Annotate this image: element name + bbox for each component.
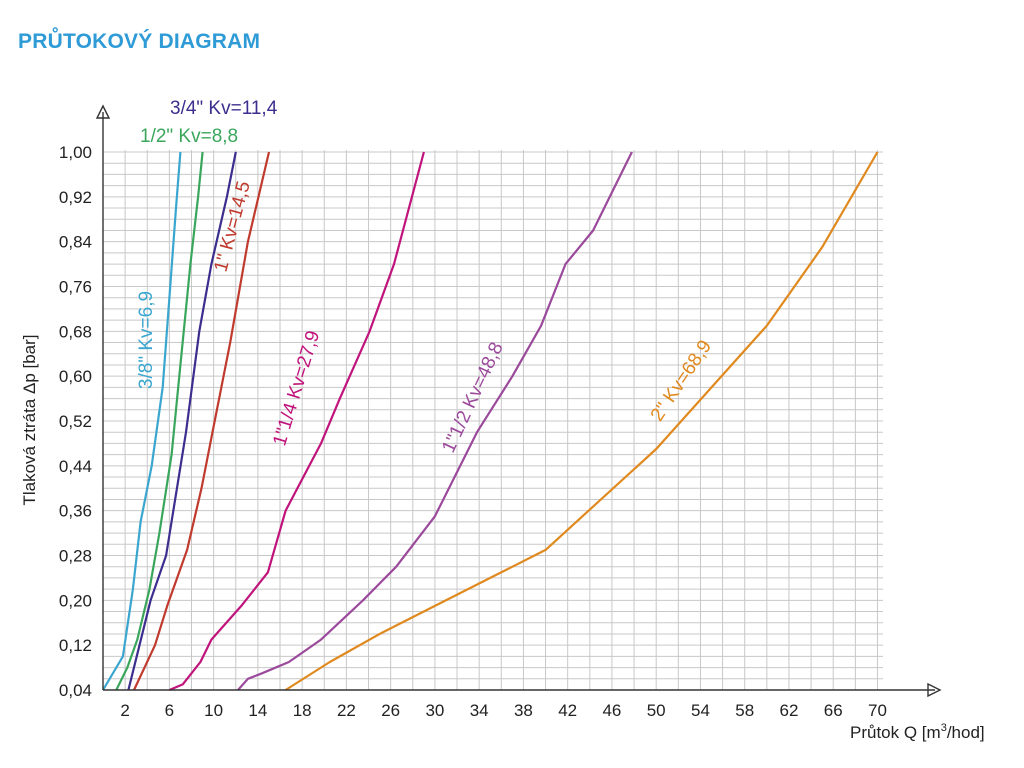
series-line [133,151,271,691]
y-tick-label: 0,92 [59,188,92,207]
x-tick-label: 30 [425,701,444,720]
x-tick-label: 34 [470,701,489,720]
y-tick-label: 0,68 [59,322,92,341]
x-tick-label: 54 [691,701,710,720]
series-label: 1/2" Kv=8,8 [140,126,238,147]
y-tick-label: 0,20 [59,591,92,610]
x-tick-label: 26 [381,701,400,720]
series-line [115,151,204,691]
x-tick-label: 14 [248,701,267,720]
y-tick-label: 0,60 [59,367,92,386]
y-tick-label: 0,44 [59,457,92,476]
series-line [168,151,425,692]
x-tick-label: 66 [824,701,843,720]
x-tick-label: 62 [779,701,798,720]
y-tick-label: 0,12 [59,636,92,655]
x-axis-label: Průtok Q [m3/hod] [850,722,985,742]
x-tick-label: 70 [868,701,887,720]
x-tick-label: 58 [735,701,754,720]
series-label: 3/4" Kv=11,4 [170,98,278,119]
series-line [285,151,879,691]
x-tick-label: 6 [165,701,174,720]
y-tick-label: 0,52 [59,412,92,431]
y-tick-label: 0,04 [59,681,92,700]
x-tick-label: 10 [204,701,223,720]
chart-title: PRŮTOKOVÝ DIAGRAM [18,30,261,53]
y-tick-label: 1,00 [59,143,92,162]
x-tick-label: 2 [120,701,129,720]
series-label: 1" Kv=14,5 [211,179,255,274]
chart-ticks: 2 6 10 14 18 22 26 30 34 38 42 46 50 54 58 62 66 700,040,… [59,143,887,720]
series-label: 2" Kv=68,9 [647,337,716,426]
series-line [127,151,237,691]
x-axis-arrow [927,682,942,698]
x-tick-label: 42 [558,701,577,720]
y-axis-label: Tlaková ztráta Δp [bar] [20,334,39,505]
series-line [237,151,633,691]
y-tick-label: 0,28 [59,547,92,566]
y-tick-label: 0,76 [59,278,92,297]
x-tick-label: 50 [647,701,666,720]
y-tick-label: 0,84 [59,233,92,252]
chart-series [102,151,879,692]
chart-axes [95,104,942,698]
x-tick-label: 46 [602,701,621,720]
y-axis-arrow [95,104,111,119]
x-tick-label: 38 [514,701,533,720]
x-tick-label: 22 [337,701,356,720]
series-line [102,151,182,691]
x-tick-label: 18 [293,701,312,720]
series-label: 3/8" Kv=6,9 [136,291,157,389]
y-tick-label: 0,36 [59,502,92,521]
series-label: 1"1/4 Kv=27,9 [269,328,324,448]
